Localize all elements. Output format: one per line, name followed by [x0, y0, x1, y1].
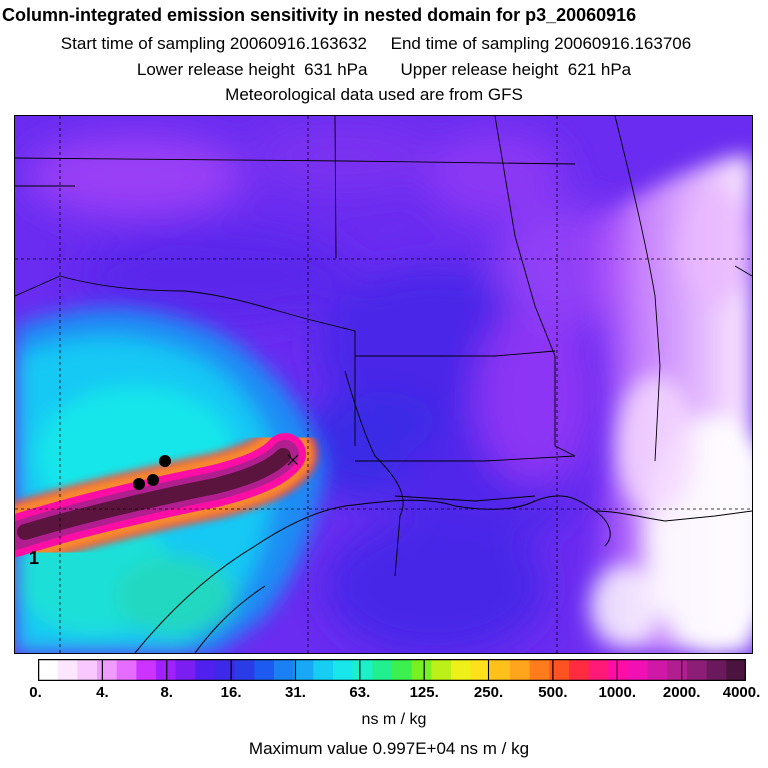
start-time-label: Start time of sampling 20060916.163632	[60, 34, 368, 53]
colorbar-swatch	[372, 659, 393, 681]
colorbar-swatch	[510, 659, 531, 681]
coastline	[134, 495, 752, 653]
colorbar-swatch	[274, 659, 295, 681]
colorbar-swatch	[647, 659, 668, 681]
colorbar-swatch	[116, 659, 137, 681]
colorbar-swatch	[215, 659, 236, 681]
colorbar-tick-label: 16.	[220, 684, 242, 701]
colorbar-tick-label: 2000.	[662, 684, 701, 701]
sampling-time-line: Start time of sampling 20060916.163632 E…	[0, 34, 760, 54]
map-canvas: 1	[15, 116, 752, 653]
colorbar-swatch	[490, 659, 511, 681]
plume	[15, 422, 317, 568]
trajectory-label: 1	[29, 548, 39, 568]
sensitivity-map: 1	[14, 115, 753, 654]
colorbar-swatch	[38, 659, 59, 681]
colorbar-tick-label: 125.	[409, 684, 439, 701]
colorbar-swatch	[333, 659, 354, 681]
colorbar-swatch	[293, 659, 314, 681]
colorbar-swatch	[136, 659, 157, 681]
release-marker	[287, 454, 299, 466]
colorbar-swatch	[254, 659, 275, 681]
colorbar-swatch	[431, 659, 452, 681]
colorbar-tick-label: 63.	[349, 684, 371, 701]
colorbar-swatch	[628, 659, 649, 681]
sample-dot	[147, 474, 159, 486]
units-label: ns m / kg	[361, 711, 427, 728]
max-value-label: Maximum value 0.997E+04 ns m / kg	[248, 739, 530, 758]
colorbar-swatch	[77, 659, 98, 681]
field-texture	[25, 121, 655, 653]
colorbar-swatch	[57, 659, 78, 681]
colorbar-tick-label: 0.	[29, 684, 42, 701]
colorbar-swatch	[608, 659, 629, 681]
sample-dot	[133, 478, 145, 490]
colorbar-swatch	[529, 659, 550, 681]
lat-lon-grid	[15, 116, 752, 653]
colorbar-swatch	[352, 659, 373, 681]
colorbar-tick-label: 4.	[96, 684, 109, 701]
colorbar-swatch	[549, 659, 570, 681]
colorbar-swatch	[706, 659, 727, 681]
end-time-label: End time of sampling 20060916.163706	[390, 34, 692, 53]
colorbar-swatch	[175, 659, 196, 681]
colorbar-tick-label: 1000.	[598, 684, 637, 701]
met-data-label: Meteorological data used are from GFS	[225, 85, 523, 104]
colorbar-swatch	[451, 659, 472, 681]
colorbar-swatch	[726, 659, 746, 681]
boundaries	[15, 116, 752, 577]
colorbar-tick-label: 500.	[538, 684, 568, 701]
colorbar-tick-label: 250.	[473, 684, 504, 701]
colorbar-swatch	[156, 659, 177, 681]
release-height-line: Lower release height 631 hPa Upper relea…	[0, 60, 768, 80]
colorbar-swatch	[234, 659, 255, 681]
east-light-region	[575, 156, 752, 653]
colorbar-swatch	[411, 659, 432, 681]
colorbar-swatch	[97, 659, 118, 681]
figure-title: Column-integrated emission sensitivity i…	[2, 5, 637, 25]
sample-dot	[159, 455, 171, 467]
colorbar-swatch	[195, 659, 216, 681]
upper-height-label: Upper release height 621 hPa	[400, 60, 632, 79]
colorbar-swatch	[687, 659, 708, 681]
sampling-points	[133, 454, 299, 490]
colorbar-swatch	[392, 659, 413, 681]
colorbar-tick-label: 4000.	[722, 684, 761, 701]
colorbar-tick-label: 31.	[285, 684, 306, 701]
colorbar-swatch	[588, 659, 609, 681]
colorbar-swatch	[569, 659, 590, 681]
lower-height-label: Lower release height 631 hPa	[136, 60, 368, 79]
colorbar-tick-label: 8.	[160, 684, 173, 701]
colorbar-swatch	[667, 659, 688, 681]
colorbar	[38, 659, 746, 681]
colorbar-swatch	[313, 659, 334, 681]
colorbar-swatch	[470, 659, 491, 681]
colorbar-border	[38, 659, 746, 681]
